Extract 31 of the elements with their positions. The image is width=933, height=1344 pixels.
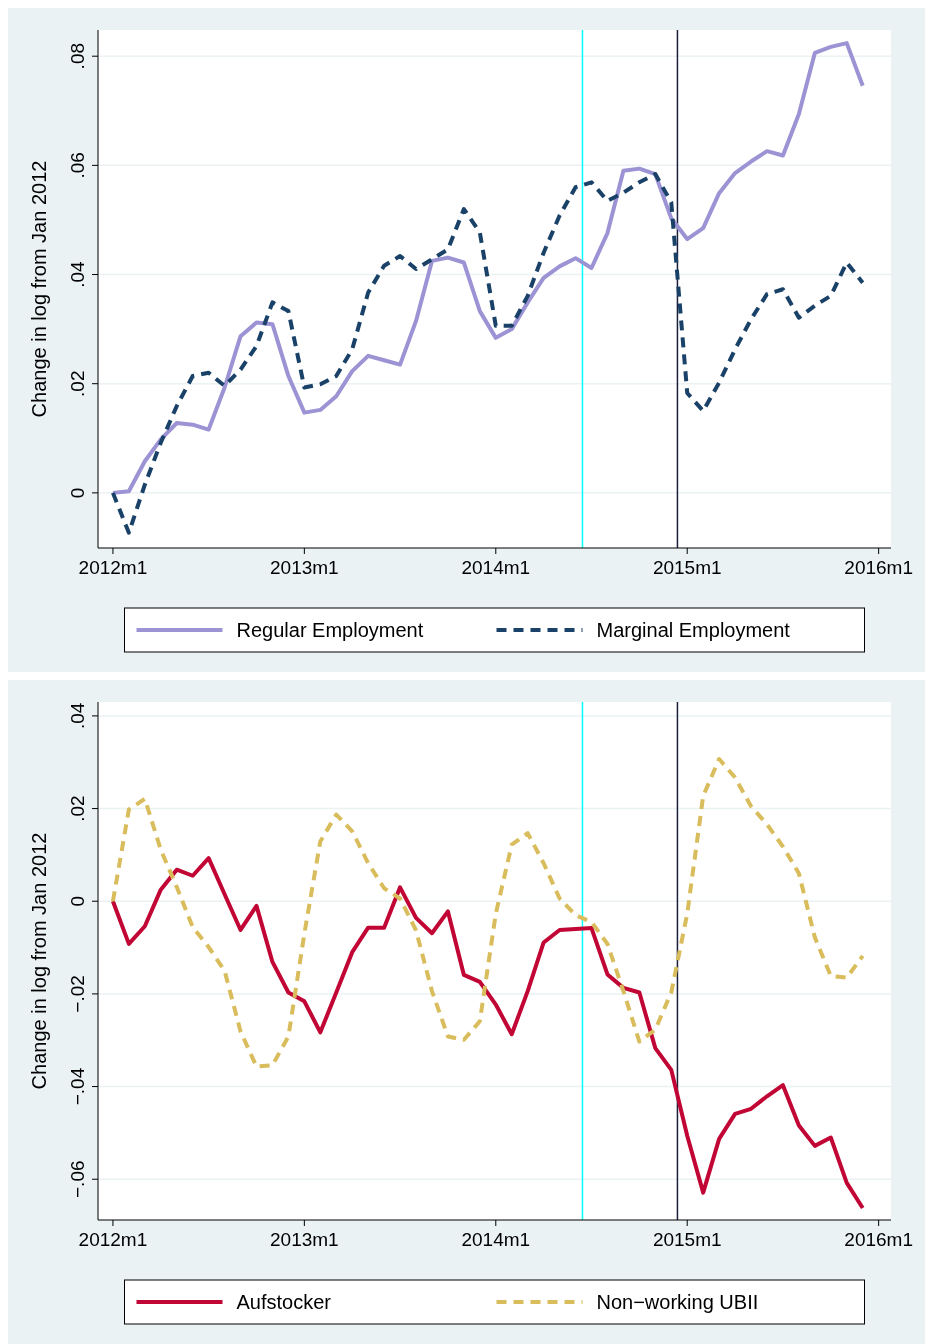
x-tick-label: 2012m1 <box>78 557 148 578</box>
y-tick-label: 0 <box>67 487 88 499</box>
x-tick-label: 2015m1 <box>652 557 722 578</box>
x-tick-label: 2014m1 <box>461 1229 531 1250</box>
y-tick-label: .06 <box>67 152 88 179</box>
line-series <box>110 172 865 535</box>
x-tick-label: 2016m1 <box>844 1229 913 1250</box>
y-axis-title: Change in log from Jan 2012 <box>28 832 50 1090</box>
x-tick-label: 2016m1 <box>844 557 913 578</box>
y-axis-title: Change in log from Jan 2012 <box>28 160 50 418</box>
x-tick-label: 2012m1 <box>78 1229 148 1250</box>
y-tick-label: .02 <box>67 370 88 397</box>
y-tick-label: −.02 <box>67 975 88 1013</box>
y-tick-label: .08 <box>67 42 88 70</box>
y-tick-label: 0 <box>67 895 88 907</box>
x-tick-label: 2013m1 <box>270 1229 339 1250</box>
x-tick-label: 2014m1 <box>461 557 531 578</box>
line-series <box>110 756 865 1069</box>
legend-label: Marginal Employment <box>596 619 791 641</box>
y-tick-label: −.04 <box>67 1067 88 1106</box>
line-series <box>110 856 865 1210</box>
y-tick-label: .04 <box>67 702 88 730</box>
x-tick-label: 2013m1 <box>270 557 339 578</box>
y-tick-label: .02 <box>67 795 88 822</box>
line-series <box>110 41 865 495</box>
y-tick-label: −.06 <box>67 1160 88 1198</box>
x-tick-label: 2015m1 <box>652 1229 722 1250</box>
legend-label: Aufstocker <box>236 1291 332 1313</box>
y-tick-label: .04 <box>67 260 88 288</box>
legend-label: Regular Employment <box>236 619 424 641</box>
legend-label: Non−working UBII <box>596 1291 759 1313</box>
